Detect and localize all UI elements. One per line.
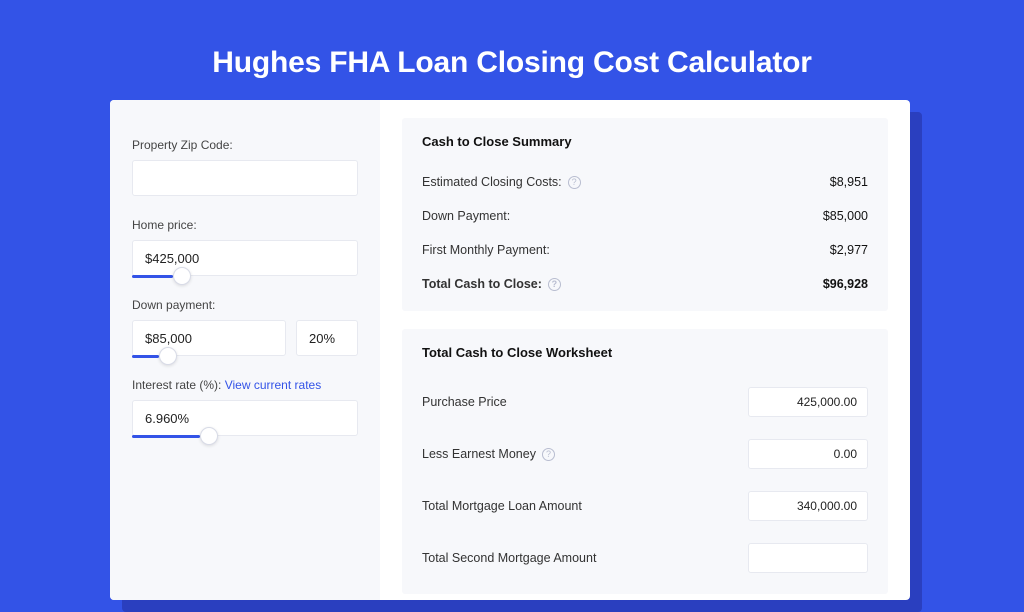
- summary-row-label: Down Payment:: [422, 209, 510, 223]
- worksheet-input[interactable]: 340,000.00: [748, 491, 868, 521]
- help-icon[interactable]: ?: [548, 278, 561, 291]
- summary-section: Cash to Close Summary Estimated Closing …: [402, 118, 888, 311]
- worksheet-input[interactable]: 425,000.00: [748, 387, 868, 417]
- summary-row: First Monthly Payment: $2,977: [422, 233, 868, 267]
- summary-row-value: $2,977: [830, 243, 868, 257]
- summary-row-value: $85,000: [823, 209, 868, 223]
- worksheet-row: Purchase Price 425,000.00: [422, 376, 868, 428]
- page-title: Hughes FHA Loan Closing Cost Calculator: [0, 0, 1024, 80]
- worksheet-row-label: Total Mortgage Loan Amount: [422, 499, 582, 513]
- worksheet-rows: Purchase Price 425,000.00 Less Earnest Mon…: [422, 376, 868, 584]
- worksheet-row-label: Total Second Mortgage Amount: [422, 551, 596, 565]
- summary-row-value: $8,951: [830, 175, 868, 189]
- interest-label-text: Interest rate (%):: [132, 378, 221, 392]
- home-price-group: Home price: $425,000: [132, 218, 358, 276]
- summary-row: Down Payment: $85,000: [422, 199, 868, 233]
- view-rates-link[interactable]: View current rates: [225, 378, 322, 392]
- down-payment-input[interactable]: $85,000: [132, 320, 286, 356]
- help-icon[interactable]: ?: [568, 176, 581, 189]
- summary-row-label: Total Cash to Close:?: [422, 277, 561, 291]
- slider-thumb-icon[interactable]: [159, 347, 177, 365]
- zip-input[interactable]: [132, 160, 358, 196]
- interest-group: Interest rate (%): View current rates 6.…: [132, 378, 358, 436]
- summary-title: Cash to Close Summary: [422, 134, 868, 149]
- results-panel: Cash to Close Summary Estimated Closing …: [380, 100, 910, 600]
- worksheet-input[interactable]: 0.00: [748, 439, 868, 469]
- down-payment-group: Down payment: $85,000 20%: [132, 298, 358, 356]
- summary-row-label: Estimated Closing Costs:?: [422, 175, 581, 189]
- worksheet-row: Less Earnest Money? 0.00: [422, 428, 868, 480]
- worksheet-section: Total Cash to Close Worksheet Purchase P…: [402, 329, 888, 594]
- down-payment-label: Down payment:: [132, 298, 358, 312]
- down-payment-pct-input[interactable]: 20%: [296, 320, 358, 356]
- help-icon[interactable]: ?: [542, 448, 555, 461]
- worksheet-row: Total Mortgage Loan Amount 340,000.00: [422, 480, 868, 532]
- summary-row-label: First Monthly Payment:: [422, 243, 550, 257]
- home-price-input[interactable]: $425,000: [132, 240, 358, 276]
- worksheet-input[interactable]: [748, 543, 868, 573]
- worksheet-row: Total Second Mortgage Amount: [422, 532, 868, 584]
- zip-label: Property Zip Code:: [132, 138, 358, 152]
- calculator-card: Property Zip Code: Home price: $425,000 …: [110, 100, 910, 600]
- summary-row: Estimated Closing Costs:? $8,951: [422, 165, 868, 199]
- slider-thumb-icon[interactable]: [200, 427, 218, 445]
- zip-group: Property Zip Code:: [132, 138, 358, 196]
- summary-row: Total Cash to Close:? $96,928: [422, 267, 868, 301]
- input-panel: Property Zip Code: Home price: $425,000 …: [110, 100, 380, 600]
- slider-thumb-icon[interactable]: [173, 267, 191, 285]
- home-price-label: Home price:: [132, 218, 358, 232]
- worksheet-title: Total Cash to Close Worksheet: [422, 345, 868, 360]
- worksheet-row-label: Less Earnest Money?: [422, 447, 555, 461]
- summary-rows: Estimated Closing Costs:? $8,951 Down Paym…: [422, 165, 868, 301]
- summary-row-value: $96,928: [823, 277, 868, 291]
- worksheet-row-label: Purchase Price: [422, 395, 507, 409]
- interest-input[interactable]: 6.960%: [132, 400, 358, 436]
- interest-label: Interest rate (%): View current rates: [132, 378, 358, 392]
